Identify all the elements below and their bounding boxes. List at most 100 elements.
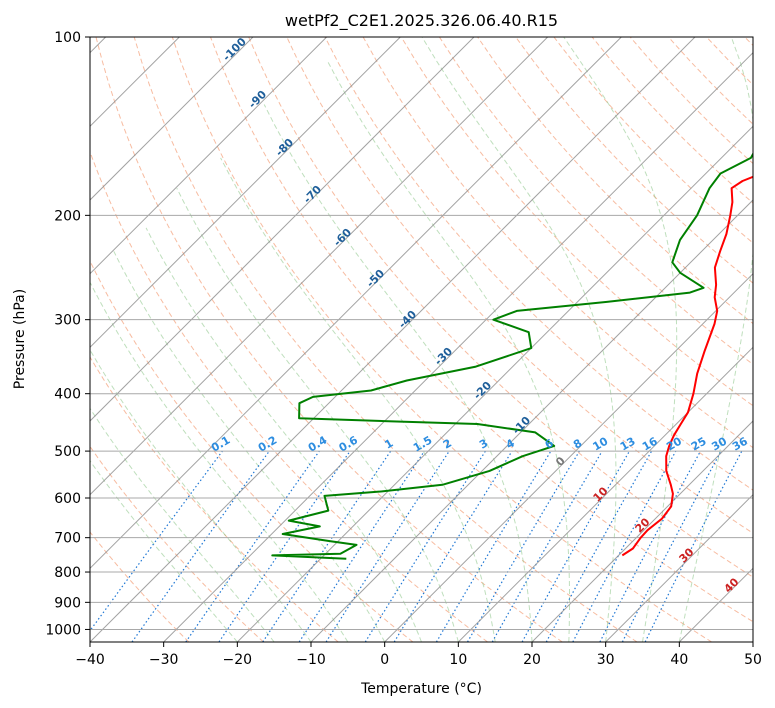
mixing-ratio-line bbox=[185, 450, 320, 642]
isotherm-line bbox=[90, 37, 475, 422]
plot-frame bbox=[89, 36, 754, 643]
dry-adiabat-label: -10 bbox=[510, 414, 533, 437]
isotherm-line bbox=[90, 37, 549, 496]
y-tick-label: 400 bbox=[54, 387, 81, 403]
dry-adiabat bbox=[248, 37, 753, 578]
moist-adiabat bbox=[263, 104, 533, 642]
x-tick-label: −40 bbox=[75, 652, 105, 668]
mixing-ratio-line bbox=[545, 450, 653, 642]
x-tick-label: −20 bbox=[223, 652, 253, 668]
y-tick-label: 600 bbox=[54, 491, 81, 507]
data-series bbox=[271, 152, 753, 560]
y-tick-label: 500 bbox=[54, 444, 81, 460]
x-axis: −40 −30 −20 −10 0 10 20 30 40 50 bbox=[75, 642, 762, 668]
moist-adiabat bbox=[220, 157, 496, 642]
dry-adiabat bbox=[90, 531, 190, 642]
y-tick-label: 800 bbox=[54, 565, 81, 581]
isotherm-line bbox=[90, 37, 696, 642]
x-axis-title: Temperature (°C) bbox=[360, 681, 482, 697]
mixing-ratio-line bbox=[435, 450, 552, 642]
x-tick-label: 50 bbox=[744, 652, 762, 668]
moist-adiabat bbox=[678, 37, 753, 642]
dry-adiabat-label: 30 bbox=[677, 545, 697, 565]
mixing-ratio-line bbox=[90, 450, 223, 632]
x-tick-label: 20 bbox=[523, 652, 541, 668]
mixing-ratio-line bbox=[621, 450, 722, 642]
dry-adiabat bbox=[210, 37, 753, 623]
chart-title: wetPf2_C2E1.2025.326.06.40.R15 bbox=[285, 11, 558, 31]
dry-adiabat bbox=[362, 37, 753, 449]
isotherm-line bbox=[90, 37, 622, 570]
dry-adiabat bbox=[400, 37, 753, 407]
mixing-ratio-line bbox=[466, 450, 580, 642]
dry-adiabat-label: 10 bbox=[591, 484, 611, 504]
isotherm-line bbox=[752, 641, 753, 642]
dry-adiabat bbox=[133, 37, 638, 642]
mixing-ratio-line bbox=[262, 450, 392, 642]
moist-adiabat bbox=[145, 227, 422, 642]
isotherm-line bbox=[457, 346, 753, 642]
mixing-ratio-line bbox=[572, 450, 677, 642]
y-tick-label: 1000 bbox=[45, 622, 81, 638]
y-tick-label: 300 bbox=[54, 313, 81, 329]
isotherm-line bbox=[90, 37, 328, 275]
x-tick-label: −30 bbox=[149, 652, 179, 668]
temperature-line bbox=[621, 175, 753, 557]
mixing-ratio-line bbox=[325, 450, 450, 642]
mixing-ratio-line bbox=[393, 450, 513, 642]
x-tick-label: 10 bbox=[449, 652, 467, 668]
dry-adiabat-label: -50 bbox=[364, 267, 387, 290]
dry-adiabat-label: -30 bbox=[432, 345, 455, 368]
moist-adiabat bbox=[90, 407, 275, 642]
dry-adiabat-label: -60 bbox=[331, 226, 354, 249]
mixing-ratio-line bbox=[644, 450, 743, 642]
dry-adiabat bbox=[438, 37, 753, 366]
y-tick-label: 700 bbox=[54, 531, 81, 547]
y-tick-label: 200 bbox=[54, 208, 81, 224]
isotherm-line bbox=[163, 51, 753, 642]
mixing-ratio-label: 2 bbox=[441, 437, 454, 452]
isotherm-line bbox=[531, 420, 753, 642]
x-tick-label: 30 bbox=[597, 652, 615, 668]
dry-adiabat-label: 20 bbox=[633, 515, 653, 535]
isotherm-line bbox=[605, 493, 753, 642]
mixing-ratio-line bbox=[298, 450, 425, 642]
mixing-ratio-label: 3 bbox=[477, 437, 490, 452]
isotherm-line bbox=[90, 37, 401, 349]
line-labels: 0.1 0.2 0.4 0.6 1 1.5 2 3 4 6 8 10 13 16 20 25 30 36-100-… bbox=[209, 37, 750, 596]
dry-adiabat-label: -20 bbox=[471, 379, 494, 402]
dewpoint-line bbox=[271, 152, 753, 560]
isotherm-line bbox=[678, 567, 753, 642]
plot-background-lines bbox=[90, 37, 753, 642]
y-axis: 100 200 300 400 500 600 700 800 900 1000 bbox=[45, 30, 90, 638]
dry-adiabat bbox=[171, 37, 712, 642]
moist-adiabat bbox=[90, 348, 312, 642]
x-tick-label: −10 bbox=[296, 652, 326, 668]
moist-adiabat bbox=[421, 37, 617, 642]
moist-adiabat bbox=[113, 251, 386, 642]
dry-adiabat bbox=[553, 37, 753, 244]
y-tick-label: 100 bbox=[54, 30, 81, 46]
isotherm-line bbox=[236, 125, 753, 642]
mixing-ratio-line bbox=[218, 450, 351, 642]
x-tick-label: 0 bbox=[380, 652, 389, 668]
dry-adiabat bbox=[744, 37, 753, 47]
moist-adiabat bbox=[90, 282, 349, 642]
mixing-ratio-label: 4 bbox=[504, 436, 517, 451]
moist-adiabat bbox=[176, 187, 459, 642]
isotherm-line bbox=[310, 199, 753, 642]
dry-adiabat bbox=[90, 356, 339, 642]
mixing-ratio-line bbox=[131, 450, 270, 642]
x-tick-label: 40 bbox=[670, 652, 688, 668]
dry-adiabat bbox=[90, 259, 414, 642]
mixing-ratio-line bbox=[521, 450, 631, 642]
dry-adiabat bbox=[477, 37, 753, 325]
mixing-ratio-label: 1 bbox=[382, 437, 395, 452]
dry-adiabat-label: -90 bbox=[246, 88, 269, 111]
moist-adiabat bbox=[563, 37, 678, 642]
moist-adiabat bbox=[90, 459, 238, 642]
y-axis-title: Pressure (hPa) bbox=[12, 289, 28, 389]
dry-adiabat bbox=[324, 37, 753, 491]
grid-lines bbox=[90, 37, 753, 642]
